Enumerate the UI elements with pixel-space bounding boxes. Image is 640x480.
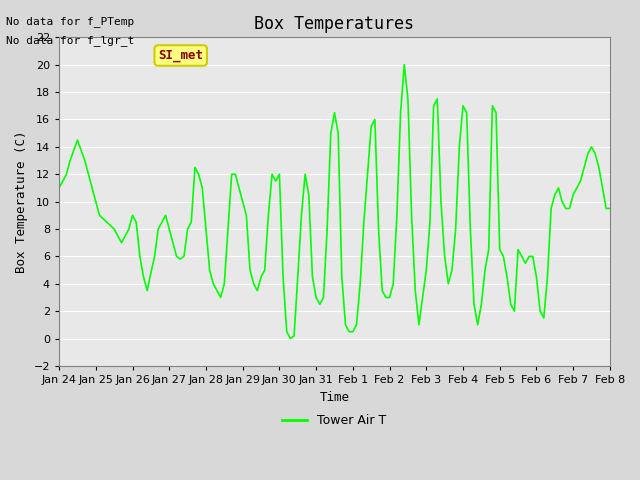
Text: No data for f_lgr_t: No data for f_lgr_t bbox=[6, 35, 134, 46]
Text: SI_met: SI_met bbox=[158, 49, 204, 62]
Y-axis label: Box Temperature (C): Box Temperature (C) bbox=[15, 131, 28, 273]
Text: No data for f_PTemp: No data for f_PTemp bbox=[6, 16, 134, 27]
Title: Box Temperatures: Box Temperatures bbox=[255, 15, 415, 33]
X-axis label: Time: Time bbox=[319, 391, 349, 404]
Legend: Tower Air T: Tower Air T bbox=[277, 409, 392, 432]
